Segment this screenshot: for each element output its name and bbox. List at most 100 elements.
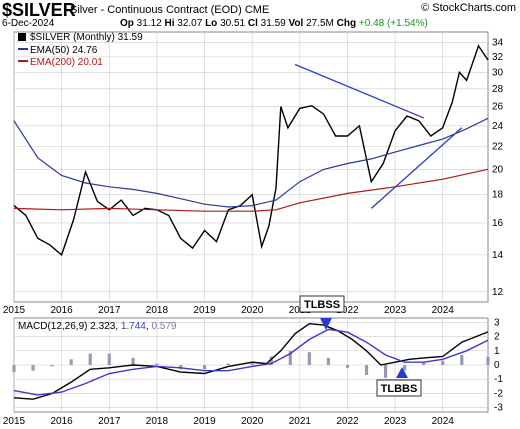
exchange-label: CME xyxy=(244,4,270,16)
macd-hist-bar xyxy=(403,365,407,371)
macd-y-tick-label: 3 xyxy=(494,317,500,328)
price-y-axis: 12 14 16 18 20 22 24 26 28 30 32 34 xyxy=(492,37,504,297)
price-y-tick-label: 12 xyxy=(492,287,504,298)
macd-x-tick-label: 2024 xyxy=(432,416,455,427)
macd-x-tick-label: 2018 xyxy=(146,416,169,427)
macd-y-tick-label: 1 xyxy=(494,346,500,357)
price-grid xyxy=(13,32,488,302)
ohlc-readout: Op 31.12 Hi 32.07 Lo 30.51 Cl 31.59 Vol … xyxy=(120,18,428,29)
macd-x-tick-label: 2020 xyxy=(241,416,264,427)
macd-hist-bar xyxy=(69,359,73,365)
price-x-tick-label: 2015 xyxy=(3,305,26,316)
price-x-tick-label: 2017 xyxy=(98,305,121,316)
macd-y-tick-label: -3 xyxy=(494,403,503,414)
macd-hist-bar xyxy=(88,353,92,365)
ema200-legend-label: EMA(200) 20.01 xyxy=(30,57,103,68)
svg-text:MACD(12,26,9) 2.323, 1.744, 0.: MACD(12,26,9) 2.323, 1.744, 0.579 xyxy=(18,321,177,332)
tlbbs-annotation: TLBBS xyxy=(376,367,422,397)
macd-hist-bar xyxy=(202,365,207,370)
change-value: +0.48 (+1.54%) xyxy=(358,18,428,29)
macd-x-tick-label: 2015 xyxy=(3,416,26,427)
price-x-tick-label: 2020 xyxy=(241,305,264,316)
macd-x-tick-label: 2023 xyxy=(384,416,407,427)
symbol-title: $SILVER xyxy=(2,0,76,20)
macd-hist-bar xyxy=(155,363,159,365)
macd-y-axis: -3 -2 -1 0 1 2 3 xyxy=(494,317,503,413)
macd-value: 2.323 xyxy=(90,321,115,332)
quote-date: 6-Dec-2024 xyxy=(2,18,55,29)
low-value: 30.51 xyxy=(220,18,246,29)
tlbss-box xyxy=(299,295,345,313)
tlbbs-arrow xyxy=(396,367,408,378)
macd-hist-bar xyxy=(364,365,369,375)
tlbss-annotation: TLBSS xyxy=(299,295,345,330)
price-legend: $SILVER (Monthly) 31.59 EMA(50) 24.76 EM… xyxy=(18,32,143,68)
price-x-tick-label: 2022 xyxy=(336,305,359,316)
price-legend-swatch xyxy=(18,33,26,41)
macd-series xyxy=(13,322,489,400)
macd-hist-bar xyxy=(269,356,273,365)
open-value: 31.12 xyxy=(136,18,162,29)
close-value: 31.59 xyxy=(260,18,286,29)
macd-hist-bar xyxy=(460,355,464,365)
macd-hist-bar xyxy=(307,352,311,365)
price-x-tick-label: 2018 xyxy=(146,305,169,316)
macd-hist-bar xyxy=(50,365,54,367)
signal-value: 1.744 xyxy=(121,321,146,332)
price-legend-label: $SILVER (Monthly) 31.59 xyxy=(30,32,143,43)
macd-hist-bar xyxy=(345,365,350,368)
price-series xyxy=(13,44,489,257)
macd-hist-bar xyxy=(12,365,16,373)
price-x-tick-label: 2023 xyxy=(384,305,407,316)
ema50-legend-label: EMA(50) 24.76 xyxy=(30,45,98,56)
price-x-tick-label: 2019 xyxy=(193,305,216,316)
macd-x-tick-label: 2019 xyxy=(193,416,216,427)
tlbbs-box xyxy=(376,379,422,397)
macd-hist-bar xyxy=(226,363,230,365)
macd-hist-bar xyxy=(383,365,388,378)
signal-line xyxy=(13,328,489,396)
macd-hist-bar xyxy=(31,365,35,371)
macd-hist-bar xyxy=(288,350,292,365)
price-line xyxy=(13,44,489,257)
macd-hist-bar xyxy=(486,356,490,365)
price-y-tick-label: 34 xyxy=(492,37,504,48)
chart-header: $SILVER Silver - Continuous Contract (EO… xyxy=(0,0,520,32)
macd-x-tick-label: 2016 xyxy=(51,416,74,427)
price-y-tick-label: 24 xyxy=(492,121,504,132)
tlbbs-label: TLBBS xyxy=(381,383,418,395)
price-y-tick-label: 26 xyxy=(492,102,504,113)
high-value: 32.07 xyxy=(177,18,203,29)
macd-hist-bar xyxy=(107,353,111,365)
macd-hist-bar xyxy=(422,362,426,365)
tlbss-label: TLBSS xyxy=(304,299,340,311)
macd-x-axis: 2015 2016 2017 2018 2019 2020 2021 2022 2023 2024 xyxy=(3,416,454,427)
price-y-tick-label: 18 xyxy=(492,190,504,201)
ema200-line xyxy=(13,168,489,212)
histogram-value: 0.579 xyxy=(151,321,176,332)
macd-y-tick-label: -2 xyxy=(494,388,503,399)
macd-x-tick-label: 2017 xyxy=(98,416,121,427)
trendline xyxy=(370,127,463,209)
ema50-line xyxy=(13,117,489,208)
macd-legend-label: MACD(12,26,9) xyxy=(18,321,87,332)
macd-line xyxy=(13,322,489,400)
brand-label: © StockCharts.com xyxy=(421,2,516,14)
symbol-description: Silver - Continuous Contract (EOD) CME xyxy=(70,4,270,16)
price-y-tick-label: 20 xyxy=(492,164,504,175)
macd-y-tick-label: 0 xyxy=(494,360,500,371)
volume-value: 27.5M xyxy=(306,18,334,29)
macd-x-tick-label: 2021 xyxy=(289,416,312,427)
macd-hist-bar xyxy=(250,362,254,365)
macd-hist-bar xyxy=(131,357,135,365)
price-y-tick-label: 32 xyxy=(492,52,504,63)
macd-y-tick-label: -1 xyxy=(494,374,503,385)
tlbss-arrow xyxy=(320,318,332,330)
macd-hist-bar xyxy=(441,360,445,365)
macd-x-tick-label: 2022 xyxy=(336,416,359,427)
price-x-tick-label: 2016 xyxy=(51,305,74,316)
macd-legend: MACD(12,26,9) 2.323, 1.744, 0.579 xyxy=(18,321,177,332)
price-y-tick-label: 30 xyxy=(492,67,504,78)
